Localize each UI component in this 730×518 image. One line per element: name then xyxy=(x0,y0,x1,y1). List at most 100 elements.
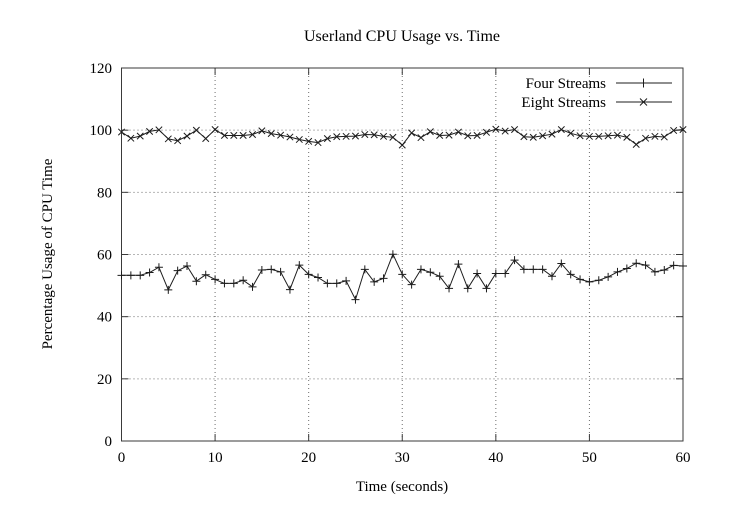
data-point-marker-plus xyxy=(529,265,538,274)
y-tick-label: 80 xyxy=(97,185,112,201)
chart-title: Userland CPU Usage vs. Time xyxy=(304,28,500,45)
data-point-marker-plus xyxy=(454,260,463,269)
data-point-marker-plus xyxy=(641,261,650,270)
data-point-marker-x xyxy=(202,135,210,143)
data-point-marker-plus xyxy=(229,279,238,288)
data-point-marker-plus xyxy=(669,261,678,270)
data-point-marker-x xyxy=(342,132,350,140)
data-point-marker-plus xyxy=(398,270,407,279)
data-point-marker-x xyxy=(473,131,481,140)
data-point-marker-x xyxy=(230,131,238,140)
data-point-marker-x xyxy=(660,133,668,141)
data-point-marker-x xyxy=(258,127,266,135)
data-point-marker-x xyxy=(529,133,537,141)
data-point-marker-x xyxy=(220,131,228,140)
data-point-marker-x xyxy=(117,128,126,136)
x-tick-label: 10 xyxy=(208,450,223,466)
data-point-marker-x xyxy=(436,131,444,140)
data-point-marker-x xyxy=(510,125,519,134)
data-point-marker-x xyxy=(248,130,257,139)
data-point-marker-plus xyxy=(679,262,687,271)
data-point-marker-plus xyxy=(547,272,556,281)
data-point-marker-plus xyxy=(594,276,603,285)
data-point-marker-x xyxy=(623,133,631,141)
data-point-marker-x xyxy=(482,128,491,136)
data-point-marker-x xyxy=(520,133,528,141)
data-point-marker-x xyxy=(501,127,509,135)
data-point-marker-x xyxy=(192,126,200,134)
data-point-marker-plus xyxy=(314,273,323,282)
data-point-marker-plus xyxy=(501,269,510,278)
data-point-marker-plus xyxy=(136,271,145,280)
x-tick-label: 50 xyxy=(582,450,597,466)
x-tick-label: 60 xyxy=(676,450,691,466)
data-point-marker-plus xyxy=(323,279,332,288)
data-point-marker-x xyxy=(679,125,687,134)
data-point-marker-x xyxy=(155,126,163,134)
y-tick-label: 60 xyxy=(97,248,112,264)
data-point-marker-plus xyxy=(360,265,369,274)
data-point-marker-x xyxy=(239,131,247,140)
data-point-marker-x xyxy=(361,130,369,139)
data-point-marker-plus xyxy=(220,279,229,288)
data-point-marker-plus xyxy=(576,275,585,284)
data-point-marker-plus xyxy=(519,265,528,274)
y-tick-label: 40 xyxy=(97,310,112,326)
data-point-marker-plus xyxy=(295,261,304,270)
y-tick-label: 120 xyxy=(90,61,113,77)
data-point-marker-plus xyxy=(379,274,388,283)
data-point-marker-plus xyxy=(239,276,248,285)
data-point-marker-x xyxy=(314,139,322,147)
data-point-marker-x xyxy=(567,129,575,137)
x-tick-label: 30 xyxy=(395,450,410,466)
data-point-marker-plus xyxy=(482,284,491,293)
data-point-marker-x xyxy=(642,134,650,142)
data-point-marker-x xyxy=(277,131,285,139)
data-point-marker-x xyxy=(267,130,275,138)
data-point-marker-x xyxy=(445,131,453,139)
data-point-marker-plus xyxy=(342,276,351,285)
data-point-marker-x xyxy=(351,132,360,140)
data-point-marker-plus xyxy=(660,266,669,275)
data-point-marker-plus xyxy=(604,272,613,281)
data-point-marker-x xyxy=(492,125,500,133)
data-point-marker-plus xyxy=(285,285,294,294)
legend: Four Streams Eight Streams xyxy=(521,76,672,111)
data-point-marker-plus xyxy=(510,256,519,265)
x-axis-label: Time (seconds) xyxy=(356,479,448,495)
data-point-marker-plus xyxy=(201,270,210,279)
data-point-marker-plus xyxy=(445,284,454,293)
data-point-marker-x xyxy=(295,135,303,144)
legend-plus-marker-icon xyxy=(639,78,648,88)
data-point-marker-x xyxy=(146,127,154,135)
data-point-marker-x xyxy=(670,126,678,135)
data-point-marker-plus xyxy=(145,268,154,277)
data-point-marker-plus xyxy=(370,277,379,286)
data-point-marker-plus xyxy=(351,295,360,304)
data-point-marker-plus xyxy=(248,282,257,291)
data-point-marker-plus xyxy=(276,267,285,276)
data-point-marker-plus xyxy=(211,275,220,284)
data-point-marker-plus xyxy=(613,267,622,276)
data-point-marker-plus xyxy=(622,264,631,273)
legend-label-eight-streams: Eight Streams xyxy=(521,95,606,111)
data-point-marker-plus xyxy=(473,269,482,278)
data-point-marker-plus xyxy=(126,271,135,280)
data-point-marker-plus xyxy=(267,265,276,274)
data-point-marker-x xyxy=(408,129,416,137)
data-point-marker-plus xyxy=(566,270,575,279)
data-point-marker-x xyxy=(183,132,191,140)
data-point-marker-plus xyxy=(538,265,547,274)
data-point-marker-plus xyxy=(426,268,435,277)
data-point-marker-plus xyxy=(463,284,472,293)
data-point-marker-x xyxy=(333,133,341,141)
y-axis-label: Percentage Usage of CPU Time xyxy=(40,158,56,349)
data-point-marker-x xyxy=(632,140,640,149)
data-point-marker-plus xyxy=(183,262,192,271)
data-point-marker-plus xyxy=(435,272,444,281)
data-point-marker-x xyxy=(389,133,397,141)
data-point-marker-x xyxy=(604,132,612,140)
data-point-marker-x xyxy=(127,134,135,142)
x-tick-label: 20 xyxy=(301,450,316,466)
